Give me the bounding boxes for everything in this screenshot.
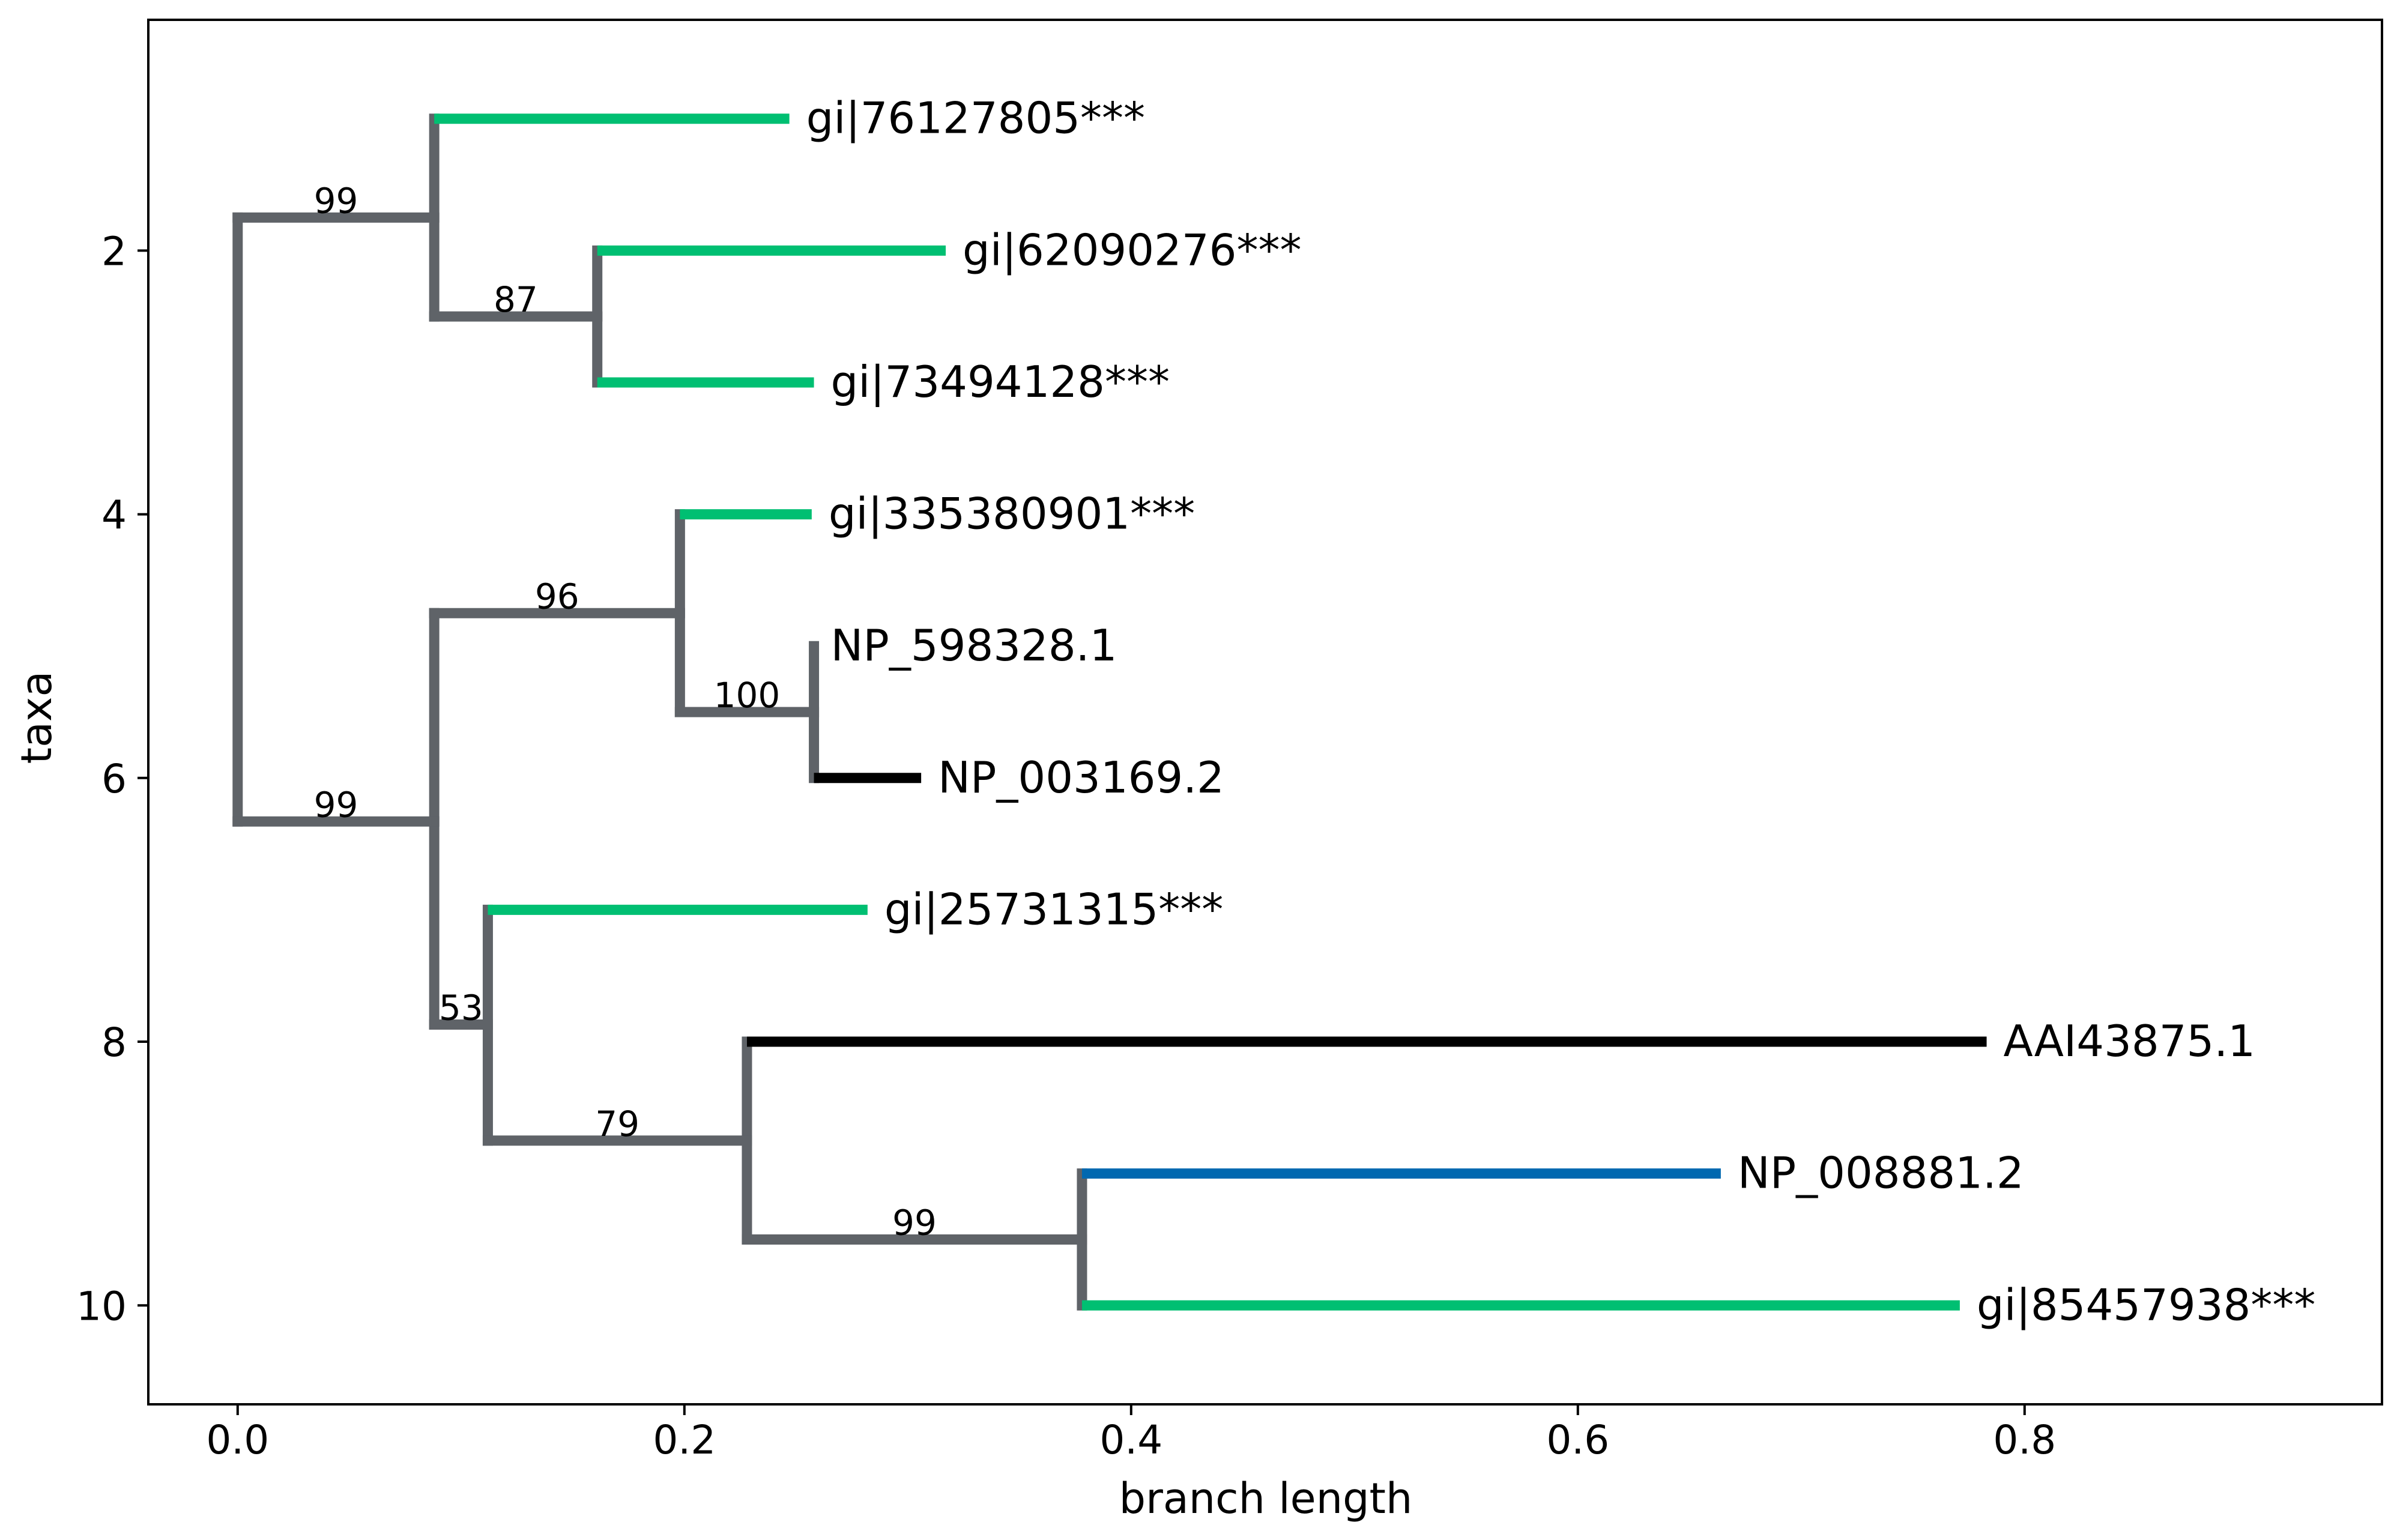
leaf-label: gi|335380901***: [829, 489, 1195, 540]
y-tick-label: 10: [76, 1283, 127, 1329]
y-axis-title: taxa: [12, 671, 61, 764]
support-value-label: 100: [714, 675, 781, 716]
y-tick-label: 2: [101, 228, 127, 274]
x-axis-title: branch length: [1119, 1474, 1413, 1523]
leaf-label: gi|25731315***: [884, 884, 1223, 935]
leaf-label: gi|62090276***: [963, 225, 1301, 276]
x-tick-label: 0.8: [1993, 1417, 2056, 1463]
plot-frame: [147, 19, 2383, 1406]
x-tick-label: 0.2: [653, 1417, 716, 1463]
y-tick-label: 6: [101, 756, 127, 802]
leaf-label: gi|85457938***: [1977, 1279, 2315, 1330]
y-tick-label: 4: [101, 492, 127, 539]
leaf-labels: gi|76127805*** gi|62090276*** gi|73494128*…: [806, 93, 2316, 1331]
leaf-label: gi|73494128***: [831, 357, 1170, 408]
leaf-label: NP_008881.2: [1738, 1148, 2024, 1198]
x-tick-label: 0.4: [1099, 1417, 1162, 1463]
support-value-label: 53: [439, 987, 483, 1028]
axes: 0.0 0.2 0.4 0.6 0.8 2 4 6 8 10: [76, 19, 2383, 1463]
tree-branches: [232, 113, 1987, 1311]
support-value-label: 87: [494, 279, 538, 320]
support-value-label: 79: [595, 1104, 639, 1144]
x-tick-label: 0.6: [1546, 1417, 1609, 1463]
leaf-label: NP_598328.1: [831, 620, 1117, 671]
leaf-label: NP_003169.2: [938, 752, 1224, 803]
support-values: 99 87 99 96 100 53 79 99: [314, 180, 937, 1243]
leaf-label: AAI43875.1: [2004, 1016, 2255, 1066]
support-value-label: 99: [314, 180, 358, 221]
support-value-label: 99: [314, 784, 358, 825]
y-tick-label: 8: [101, 1019, 127, 1066]
leaf-label: gi|76127805***: [806, 93, 1145, 144]
support-value-label: 96: [535, 576, 579, 617]
x-tick-label: 0.0: [206, 1417, 269, 1463]
support-value-label: 99: [892, 1202, 937, 1243]
